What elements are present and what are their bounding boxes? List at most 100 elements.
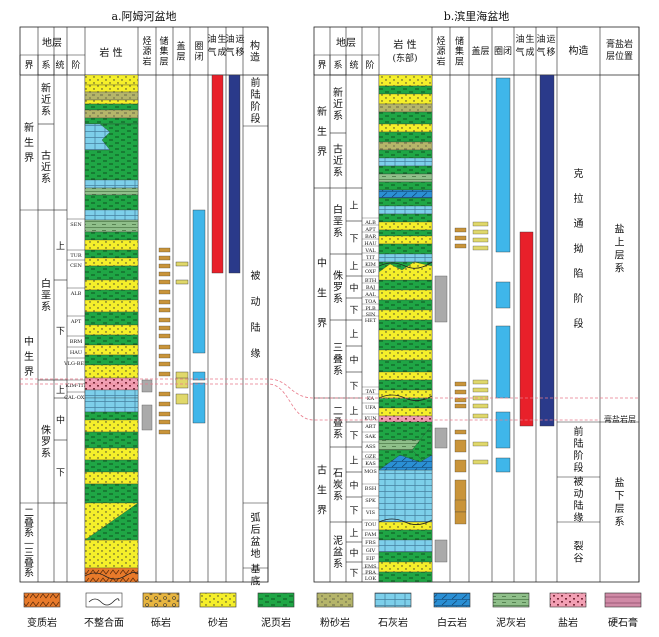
system-label: 新近系 — [333, 86, 343, 122]
lithology-layer — [84, 483, 139, 504]
lithology-layer — [84, 389, 139, 399]
header-jie: 界 — [317, 60, 326, 71]
legend-swatch-salt — [549, 592, 587, 608]
panel-a-title: a.阿姆河盆地 — [111, 9, 176, 23]
stage-label: GZE — [365, 454, 376, 460]
trap-bar — [495, 77, 511, 253]
cap-rock-bar — [472, 379, 489, 385]
lithology-layer — [378, 103, 433, 113]
lithology-layer — [84, 109, 139, 119]
cap-rock-bar — [175, 377, 189, 389]
stage-label: KAS — [365, 461, 376, 467]
structure-label: 基底 — [251, 563, 261, 588]
lithology-layer — [84, 123, 111, 151]
cap-rock-bar — [472, 441, 489, 447]
lithology-layer — [84, 471, 139, 485]
reservoir-bar — [158, 247, 171, 253]
header-cap: 盖层 — [176, 40, 185, 62]
cap-rock-bar — [472, 459, 489, 465]
stage-label: ALB — [70, 291, 82, 297]
header-xi: 系 — [41, 60, 50, 71]
trap-bar — [495, 281, 511, 309]
series-label: 上 — [349, 201, 358, 212]
lithology-layer — [84, 187, 139, 196]
lithology-layer — [84, 311, 139, 326]
legend-swatch-limestone — [374, 592, 412, 608]
stage-label: BAR — [365, 234, 376, 240]
lithology-layer — [378, 561, 433, 573]
lithology-layer — [84, 344, 139, 356]
legend-swatch-siltstone — [316, 592, 354, 608]
cap-rock-bar — [175, 279, 189, 285]
reservoir-bar — [454, 403, 467, 409]
trap-bar — [192, 209, 206, 354]
lithology-layer — [84, 84, 139, 93]
structure-label: 弧后盆地 — [251, 511, 261, 560]
lithology-layer — [378, 197, 433, 207]
era-label: 新生界 — [317, 105, 327, 158]
era-label: 新生界 — [24, 121, 34, 164]
stage-label: SEN — [70, 222, 82, 228]
header-reservoir: 储集层 — [455, 35, 464, 68]
correlation-line — [20, 383, 600, 421]
reservoir-bar — [158, 317, 171, 323]
salt-position-label: 盐下层系 — [615, 476, 625, 528]
system-label: 白垩系 — [41, 277, 51, 313]
stage-label: PRA — [365, 570, 376, 576]
lithology-layer — [378, 539, 433, 553]
lithology-layer — [378, 339, 433, 351]
header-stage: 阶 — [365, 59, 374, 71]
stage-label: BRM — [70, 339, 83, 345]
reservoir-bar — [158, 344, 171, 350]
legend-label: 盐岩 — [558, 616, 578, 629]
reservoir-bar — [158, 279, 171, 285]
legend-swatch-mudstone — [257, 592, 295, 608]
reservoir-bar — [158, 371, 171, 377]
stage-label: MOS — [364, 469, 377, 475]
header-reservoir: 储集层 — [159, 35, 168, 68]
stage-label: VIS — [365, 510, 376, 516]
header-litho: 岩 性 — [393, 38, 416, 51]
legend: 变质岩 不整合面 砾岩 砂岩 泥页岩 粉砂岩 石灰岩 白云岩 泥灰岩 盐岩 硬石膏 — [23, 592, 642, 629]
stage-label: CEN — [70, 263, 82, 269]
lithology-layer — [378, 469, 433, 523]
lithology-layer — [378, 229, 433, 237]
cap-rock-bar — [175, 261, 189, 267]
reservoir-bar — [454, 397, 467, 403]
stage-label: TAT — [366, 389, 376, 395]
structure-label: 前陆阶段 — [574, 425, 584, 474]
stage-label: TOA — [365, 299, 376, 305]
lithology-layer — [84, 397, 139, 413]
series-label: 下 — [349, 235, 358, 245]
reservoir-bar — [454, 429, 467, 435]
migration-bar — [228, 74, 241, 274]
series-label: 上 — [349, 406, 358, 417]
series-label: 中 — [349, 354, 358, 366]
lithology-layer — [378, 243, 433, 255]
source-rock-bar — [141, 379, 153, 393]
lithology-layer — [84, 257, 139, 267]
system-label: 石炭系 — [333, 469, 343, 503]
lithology-layer — [378, 235, 433, 245]
era-label: 中生界 — [317, 257, 327, 330]
reservoir-bar — [454, 227, 467, 233]
stage-label: HAU — [70, 350, 82, 356]
series-label: 上 — [349, 329, 358, 340]
correlation-lines — [20, 378, 639, 421]
lithology-layer — [378, 205, 433, 215]
legend-label: 泥灰岩 — [496, 616, 526, 629]
legend-swatch-conglomerate — [142, 592, 180, 608]
lithology-layer — [378, 349, 433, 361]
panel-b-frame — [313, 26, 640, 583]
lithology-layer — [378, 85, 433, 95]
stage-label: AAL — [364, 292, 376, 298]
cap-rock-bar — [472, 403, 489, 409]
reservoir-bar — [158, 255, 171, 261]
header-structure: 构造 — [569, 44, 589, 57]
lithology-layer — [84, 103, 139, 111]
lithology-layer — [378, 253, 433, 263]
lithology-layer — [378, 415, 433, 423]
lithology-layer — [84, 459, 139, 473]
reservoir-bar — [158, 353, 171, 359]
